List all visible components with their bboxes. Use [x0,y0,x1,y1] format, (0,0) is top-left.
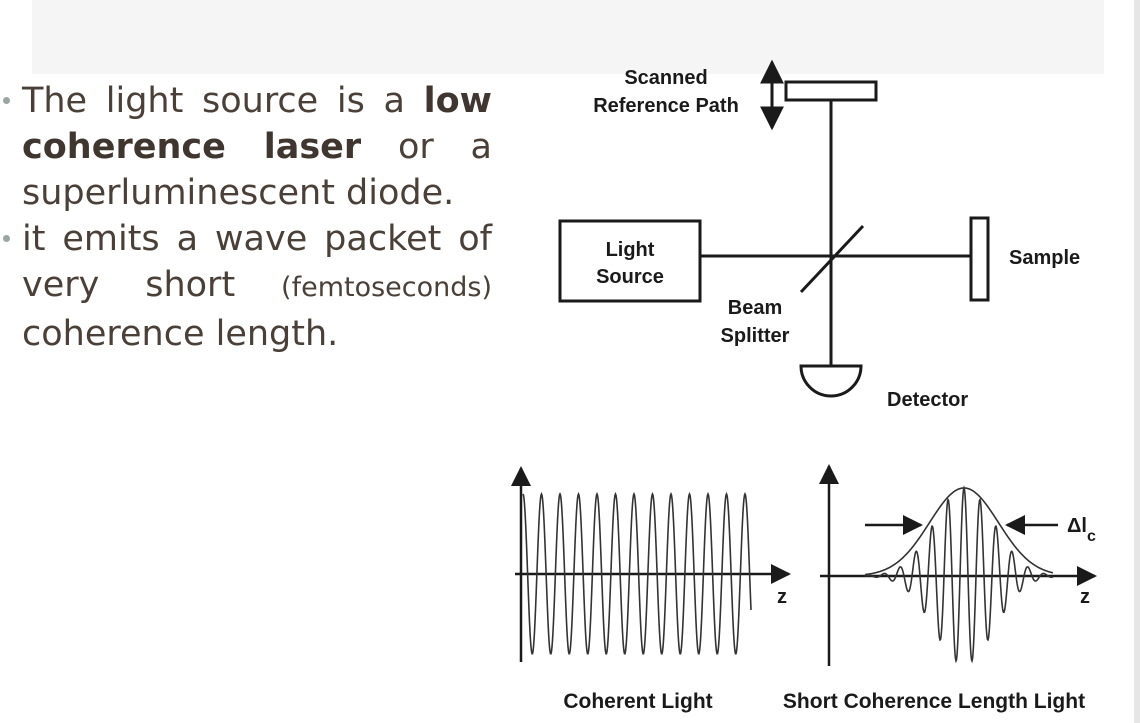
short-coherence-wave [864,485,1054,664]
label-scanned: Scanned [624,67,707,89]
detector-icon [799,364,863,398]
bullet-dot-icon [3,97,10,104]
bullet-2-text: it emits a wave packet of very short [22,219,492,305]
light-source-box [558,219,702,303]
oct-diagram: Scanned Reference Path Light Source Samp… [511,59,1097,713]
slide-header-band [32,0,1104,74]
delta-lc-label: Δlc [1067,515,1096,545]
label-splitter: Splitter [721,325,790,347]
label-sample: Sample [1009,247,1080,269]
bullet-2-text-end: coherence length. [22,314,339,354]
bullet-dot-icon [3,235,10,242]
label-detector: Detector [887,389,968,411]
bullet-1-text: The light source is a [22,81,424,121]
interferometer-labels: Scanned Reference Path Light Source Samp… [593,67,1080,411]
bullet-2-small: (femtoseconds) [281,272,492,303]
interferometer [558,59,990,398]
bullet-list: The light source is a low coherence lase… [0,78,492,357]
bullet-1-text-end: or a superluminescent diode. [22,127,492,213]
reference-mirror [784,80,878,102]
bullet-item-light-source: The light source is a low coherence lase… [0,78,492,216]
bullet-1-bold: low coherence laser [22,81,492,167]
label-light: Light [606,239,655,261]
slide-right-edge [1134,0,1140,723]
caption-short-coherence: Short Coherence Length Light [783,690,1085,713]
wave-envelope [864,487,1054,576]
bullet-item-wave-packet: it emits a wave packet of very short (fe… [0,216,492,357]
caption-coherent-light: Coherent Light [563,690,712,713]
label-source: Source [596,266,664,288]
sample-block [969,216,990,302]
short-axis-label-z: z [1080,586,1090,608]
label-reference-path: Reference Path [593,95,739,117]
coherent-axis-label-z: z [777,586,787,608]
beam-splitter [799,224,865,294]
label-beam: Beam [728,297,782,319]
coherent-wave [522,491,752,655]
